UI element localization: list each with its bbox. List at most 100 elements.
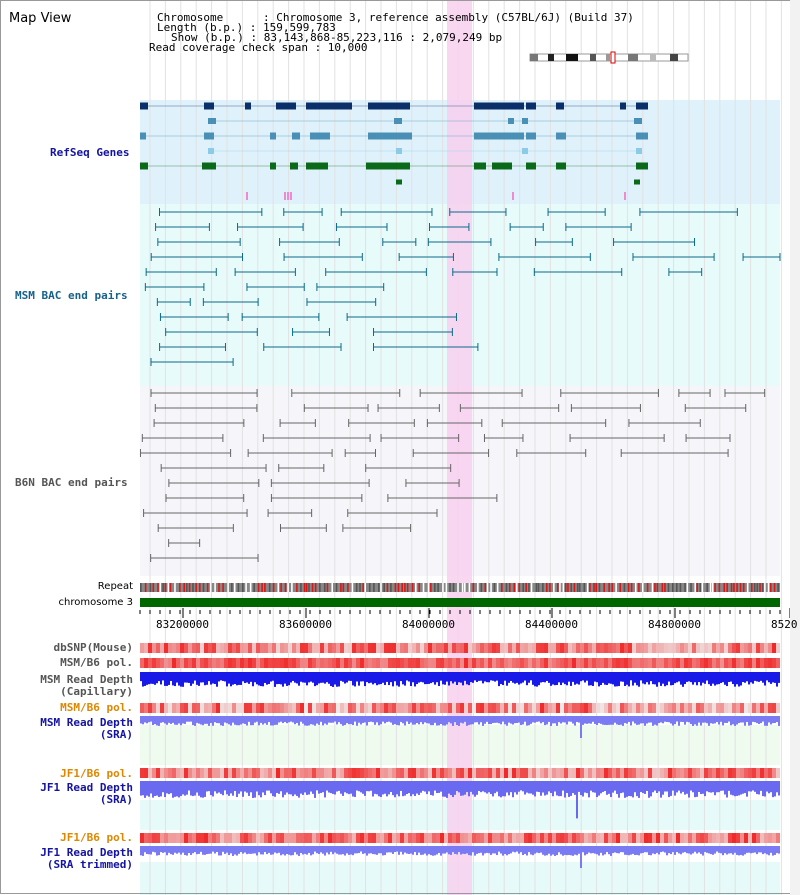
heat-cell xyxy=(720,768,724,778)
b6n-bac-track-label[interactable]: B6N BAC end pairs xyxy=(15,476,128,489)
heat-cell xyxy=(324,643,328,653)
depth-bar xyxy=(584,672,586,683)
heat-cell xyxy=(152,658,156,668)
depth-bar xyxy=(724,781,726,795)
depth-bar xyxy=(410,846,412,854)
repeat-element xyxy=(570,583,573,592)
depth-bar xyxy=(652,781,654,793)
heat-cell xyxy=(408,643,412,653)
depth-bar xyxy=(246,846,248,855)
heat-cell xyxy=(340,658,344,668)
depth-bar xyxy=(602,672,604,683)
heat-cell xyxy=(688,658,692,668)
heat-cell xyxy=(580,833,584,843)
depth-bar xyxy=(568,781,570,797)
depth-bar xyxy=(254,716,256,723)
depth-bar xyxy=(334,672,336,685)
depth-bar xyxy=(412,781,414,795)
heat-cell xyxy=(360,833,364,843)
heat-cell xyxy=(672,768,676,778)
depth-bar xyxy=(148,716,150,723)
heat-cell xyxy=(596,703,600,713)
heat-cell xyxy=(664,768,668,778)
heat-cell xyxy=(540,658,544,668)
heat-cell xyxy=(712,833,716,843)
depth-bar xyxy=(546,716,548,725)
depth-bar xyxy=(386,672,388,682)
repeat-element xyxy=(493,583,496,592)
heat-cell xyxy=(648,768,652,778)
heat-cell xyxy=(436,768,440,778)
heat-cell xyxy=(620,833,624,843)
heat-cell xyxy=(728,768,732,778)
depth-bar xyxy=(620,672,622,682)
heat-cell xyxy=(356,643,360,653)
depth-bar xyxy=(144,781,146,798)
depth-bar xyxy=(574,716,576,726)
heat-cell xyxy=(628,658,632,668)
depth-bar xyxy=(244,846,246,853)
gene-exon xyxy=(208,118,216,124)
heat-cell xyxy=(316,703,320,713)
heat-cell xyxy=(760,643,764,653)
depth-bar xyxy=(252,846,254,854)
refseq-track-label[interactable]: RefSeq Genes xyxy=(50,146,130,159)
repeat-element xyxy=(287,583,289,592)
depth-bar xyxy=(214,781,216,792)
depth-bar xyxy=(288,672,290,686)
depth-bar xyxy=(202,781,204,798)
heat-cell xyxy=(668,833,672,843)
heat-cell xyxy=(560,768,564,778)
heat-cell xyxy=(504,703,508,713)
heat-cell xyxy=(484,768,488,778)
depth-bar xyxy=(678,672,680,682)
depth-bar xyxy=(746,716,748,722)
heat-cell xyxy=(604,658,608,668)
heat-cell xyxy=(656,768,660,778)
heat-cell xyxy=(572,703,576,713)
depth-bar xyxy=(524,672,526,681)
depth-bar xyxy=(310,781,312,792)
depth-bar xyxy=(456,781,458,792)
depth-bar xyxy=(460,781,462,796)
repeat-element xyxy=(723,583,726,592)
heat-cell xyxy=(528,658,532,668)
heat-cell xyxy=(560,833,564,843)
depth-bar xyxy=(596,672,598,683)
heat-cell xyxy=(236,768,240,778)
heat-cell xyxy=(256,703,260,713)
depth-bar xyxy=(342,846,344,855)
heat-cell xyxy=(624,768,628,778)
depth-bar xyxy=(504,672,506,681)
heat-cell xyxy=(488,643,492,653)
heat-cell xyxy=(192,643,196,653)
depth-bar xyxy=(770,716,772,725)
depth-bar xyxy=(226,846,228,853)
depth-bar xyxy=(614,846,616,853)
depth-bar xyxy=(756,716,758,724)
depth-bar xyxy=(206,781,208,792)
depth-bar xyxy=(362,672,364,682)
repeat-element xyxy=(525,583,527,592)
repeat-element xyxy=(427,583,430,592)
heat-cell xyxy=(312,643,316,653)
heat-cell xyxy=(284,658,288,668)
depth-bar xyxy=(344,846,346,856)
depth-bar xyxy=(560,672,562,686)
depth-bar xyxy=(634,716,636,724)
jf1-depth-sra-label-1: JF1 Read Depth xyxy=(40,781,133,794)
heat-cell xyxy=(396,768,400,778)
depth-bar xyxy=(680,672,682,685)
repeat-element xyxy=(490,583,492,592)
depth-bar xyxy=(200,716,202,725)
depth-bar xyxy=(494,716,496,723)
heat-cell xyxy=(428,768,432,778)
heat-cell xyxy=(156,833,160,843)
msm-bac-track-label[interactable]: MSM BAC end pairs xyxy=(15,289,128,302)
depth-bar xyxy=(642,672,644,684)
heat-cell xyxy=(212,643,216,653)
depth-bar xyxy=(156,846,158,856)
heat-cell xyxy=(404,643,408,653)
repeat-element xyxy=(564,583,567,592)
depth-bar xyxy=(706,781,708,792)
